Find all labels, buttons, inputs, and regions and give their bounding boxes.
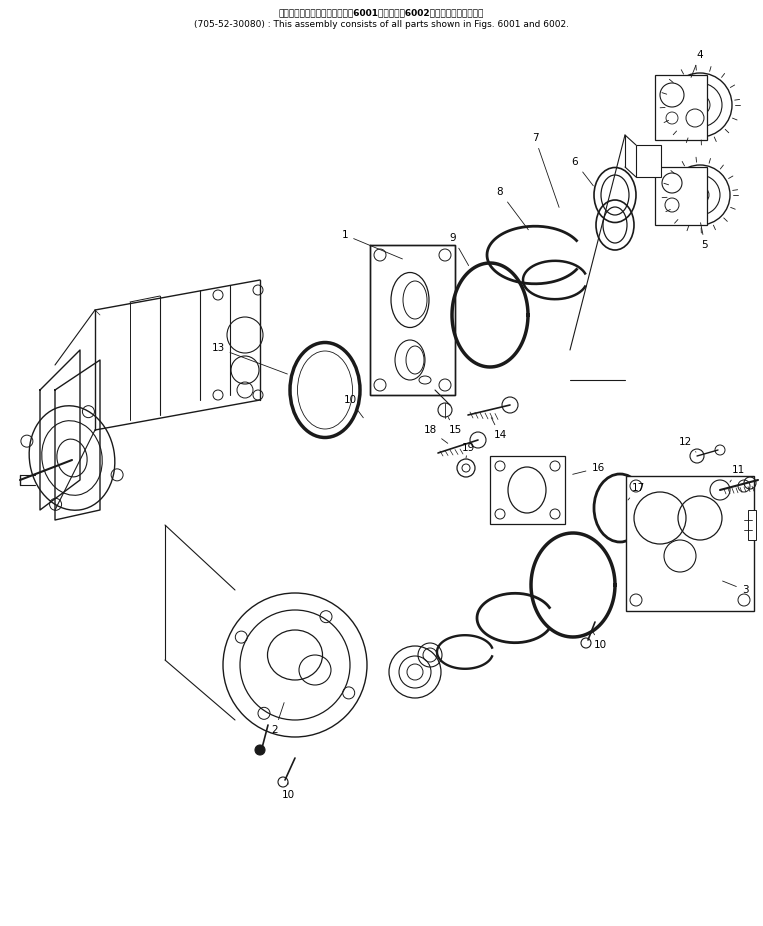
- Bar: [626, 476, 754, 611]
- Text: 17: 17: [628, 483, 645, 500]
- Text: 12: 12: [678, 437, 696, 452]
- Bar: [636, 145, 661, 177]
- Text: 11: 11: [730, 465, 745, 482]
- Text: 1: 1: [342, 230, 402, 259]
- Text: (705-52-30080) : This assembly consists of all parts shown in Figs. 6001 and 600: (705-52-30080) : This assembly consists …: [194, 20, 568, 29]
- Text: このアセンブリの構成部品は第6001図および第6002図の部品を含みます。: このアセンブリの構成部品は第6001図および第6002図の部品を含みます。: [278, 8, 484, 17]
- Text: 2: 2: [272, 703, 284, 735]
- Bar: [655, 167, 707, 225]
- Circle shape: [255, 745, 265, 755]
- Text: 9: 9: [449, 233, 468, 266]
- Text: 10: 10: [594, 632, 607, 650]
- Bar: [655, 75, 707, 140]
- Text: 10: 10: [282, 782, 295, 800]
- Text: 15: 15: [449, 418, 462, 435]
- Text: 13: 13: [211, 343, 288, 374]
- Bar: [748, 510, 756, 540]
- Text: 14: 14: [491, 418, 507, 440]
- Text: 7: 7: [532, 133, 559, 207]
- Bar: [370, 245, 455, 395]
- Text: 5: 5: [700, 223, 708, 250]
- Text: 18: 18: [423, 425, 448, 444]
- Text: 4: 4: [691, 50, 703, 78]
- Text: 3: 3: [723, 581, 749, 595]
- Text: 8: 8: [497, 187, 528, 230]
- Ellipse shape: [298, 351, 353, 429]
- Text: 6: 6: [571, 157, 594, 186]
- Text: 10: 10: [343, 395, 363, 418]
- Bar: [490, 456, 565, 524]
- Text: 19: 19: [462, 443, 475, 458]
- Text: 16: 16: [573, 463, 604, 474]
